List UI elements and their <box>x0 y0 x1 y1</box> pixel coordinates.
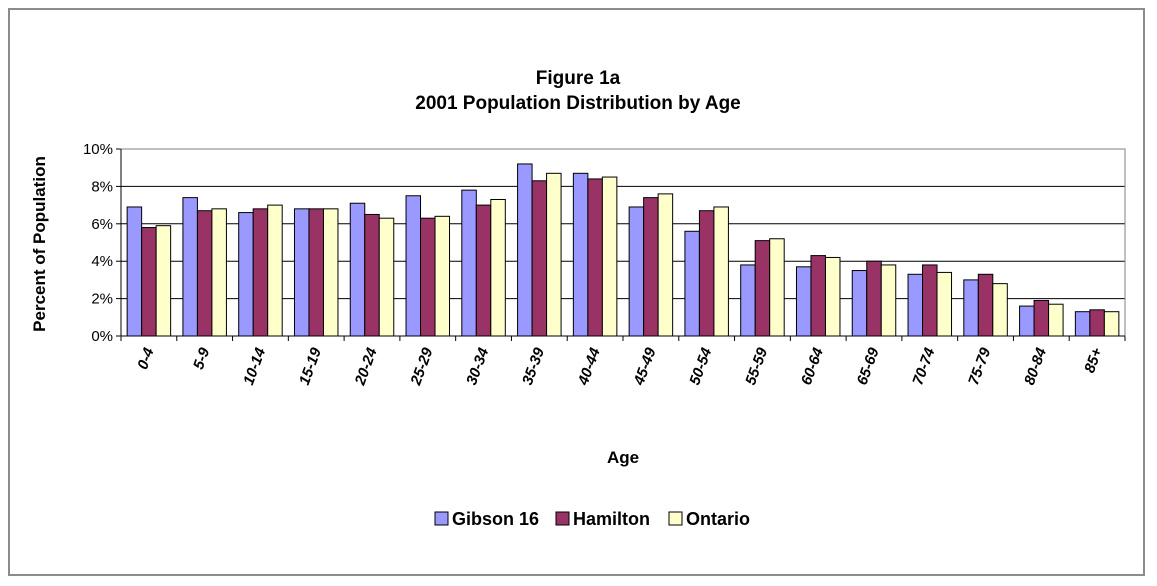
bar-hamilton <box>587 178 603 337</box>
bar-gibson-16 <box>517 163 533 337</box>
bar-gibson-16 <box>851 270 868 337</box>
legend-label-ontario: Ontario <box>686 509 750 529</box>
y-axis-title: Percent of Population <box>30 156 49 332</box>
bar-ontario <box>824 256 841 337</box>
legend-swatch-hamilton <box>555 511 570 526</box>
x-tick-label: 0-4 <box>134 345 158 372</box>
bar-ontario <box>490 198 506 337</box>
bar-hamilton <box>141 227 157 337</box>
bar-gibson-16 <box>126 206 143 337</box>
bar-hamilton <box>922 264 938 337</box>
bar-hamilton <box>866 260 882 337</box>
bar-hamilton <box>698 210 715 337</box>
x-tick-label: 5-9 <box>190 345 214 372</box>
bar-ontario <box>378 217 395 337</box>
bar-ontario <box>434 215 451 337</box>
bar-ontario <box>211 208 227 337</box>
y-tick-label: 4% <box>91 253 113 270</box>
x-tick-label: 65-69 <box>854 345 883 387</box>
bar-gibson-16 <box>572 172 589 337</box>
x-tick-label: 75-79 <box>965 345 994 387</box>
x-tick-label: 20-24 <box>351 345 381 388</box>
y-tick-label: 2% <box>91 291 113 308</box>
x-tick-label: 25-29 <box>407 345 437 388</box>
bar-hamilton <box>977 273 994 337</box>
bar-gibson-16 <box>405 195 422 337</box>
x-tick-label: 55-59 <box>742 345 771 387</box>
x-axis-title: Age <box>607 448 639 467</box>
bar-hamilton <box>364 213 380 337</box>
legend-swatch-ontario <box>668 511 683 526</box>
chart-subtitle: 2001 Population Distribution by Age <box>415 93 741 114</box>
bar-gibson-16 <box>1019 305 1035 337</box>
y-tick-label: 10% <box>83 141 113 158</box>
legend-swatch-gibson-16 <box>434 511 449 526</box>
bar-ontario <box>936 271 953 337</box>
y-tick-label: 8% <box>91 178 113 195</box>
bar-hamilton <box>475 204 492 337</box>
bar-ontario <box>155 225 172 337</box>
bar-hamilton <box>754 240 771 337</box>
bar-gibson-16 <box>628 206 645 337</box>
plot-background <box>121 149 1125 336</box>
bar-ontario <box>267 204 283 337</box>
bar-gibson-16 <box>1074 311 1091 337</box>
bar-ontario <box>546 172 562 337</box>
bar-hamilton <box>810 255 826 337</box>
bar-ontario <box>992 283 1008 337</box>
bar-gibson-16 <box>907 273 924 337</box>
bar-ontario <box>769 238 785 337</box>
x-tick-label: 35-39 <box>519 345 548 387</box>
x-tick-label: 30-34 <box>463 345 492 387</box>
legend: Gibson 16 Hamilton Ontario <box>434 509 750 529</box>
bar-gibson-16 <box>349 202 366 337</box>
bar-hamilton <box>308 208 324 337</box>
bar-hamilton <box>1033 299 1050 337</box>
bar-ontario <box>657 193 674 337</box>
bar-gibson-16 <box>684 230 700 337</box>
bar-ontario <box>322 208 339 337</box>
x-tick-label: 70-74 <box>909 345 938 387</box>
legend-label-hamilton: Hamilton <box>573 509 650 529</box>
bar-ontario <box>601 176 618 337</box>
bar-gibson-16 <box>740 264 756 337</box>
y-tick-label: 6% <box>91 216 113 233</box>
bar-hamilton <box>196 210 213 337</box>
x-tick-label: 50-54 <box>686 345 715 387</box>
x-tick-label: 60-64 <box>798 345 827 387</box>
bar-hamilton <box>643 197 659 337</box>
bar-gibson-16 <box>461 189 477 337</box>
bar-hamilton <box>1089 309 1105 337</box>
x-tick-label: 45-49 <box>630 345 660 388</box>
x-tick-label: 80-84 <box>1021 345 1050 387</box>
y-tick-label: 0% <box>91 328 113 345</box>
bar-gibson-16 <box>238 212 254 337</box>
bar-gibson-16 <box>293 208 310 337</box>
bar-hamilton <box>420 217 436 337</box>
bar-gibson-16 <box>795 266 812 337</box>
x-tick-label: 15-19 <box>296 345 325 387</box>
bar-hamilton <box>252 208 269 337</box>
x-tick-label: 10-14 <box>240 345 269 387</box>
x-tick-label: 40-44 <box>574 345 604 388</box>
bar-ontario <box>1048 303 1064 337</box>
bar-ontario <box>1103 311 1120 337</box>
bar-gibson-16 <box>963 279 979 337</box>
chart-title: Figure 1a <box>536 68 621 89</box>
bar-gibson-16 <box>182 197 198 337</box>
bar-ontario <box>880 264 897 337</box>
legend-label-gibson-16: Gibson 16 <box>452 509 539 529</box>
bar-ontario <box>713 206 729 337</box>
bar-hamilton <box>531 180 548 337</box>
plot-area: 0% 2% 4% 6% 8% 10% 0-4 5-9 10-14 15-19 20-24 25-29 3… <box>83 141 1126 388</box>
x-tick-label: 85+ <box>1081 345 1106 375</box>
